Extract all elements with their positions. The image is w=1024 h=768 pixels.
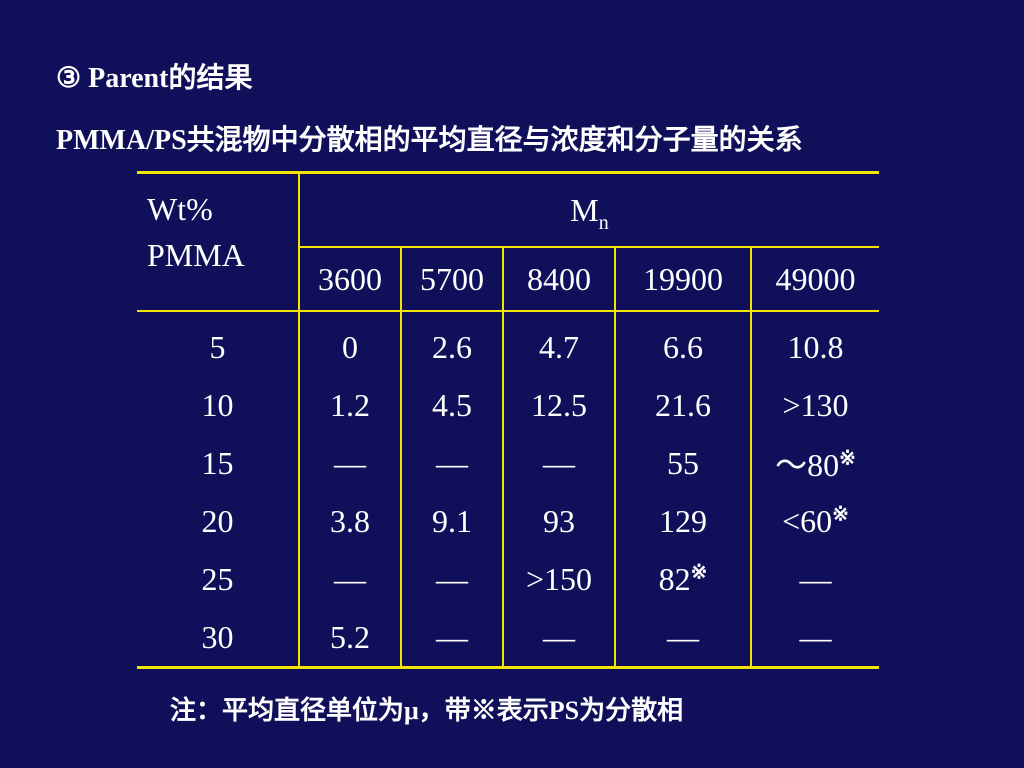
data-cell: 5.2 [299,608,402,669]
data-table: Wt% PMMA Mn 3600 5700 8400 19900 49000 5… [137,171,879,669]
data-cell: 93 [503,492,616,550]
slide-subtitle: PMMA/PS共混物中分散相的平均直径与浓度和分子量的关系 [56,125,803,156]
cell-value: 12.5 [531,386,587,423]
cell-value: 129 [659,502,707,539]
table-row: 30 5.2 — — — — [137,608,879,669]
cell-value: ～80 [775,447,840,483]
data-cell: — [401,608,504,669]
cell-value: 6.6 [663,328,703,365]
data-cell: — [401,550,504,608]
data-cell: — [503,434,616,492]
footnote: 注：平均直径单位为μ，带※表示PS为分散相 [170,696,684,725]
cell-value: 3.8 [330,502,370,539]
data-cell: 129 [615,492,752,550]
data-cell: >130 [751,376,879,434]
wt-cell: 25 [137,550,300,608]
column-header-row: 3600 5700 8400 19900 49000 [137,247,879,312]
column-header: 8400 [503,247,616,312]
cell-value: 21.6 [655,386,711,423]
wt-cell: 15 [137,434,300,492]
data-cell: 4.5 [401,376,504,434]
data-cell: >150 [503,550,616,608]
table-row: 25 — — >150 82※ — [137,550,879,608]
group-header-base: M [570,191,599,228]
table-row: 5 0 2.6 4.7 6.6 10.8 [137,311,879,376]
data-cell: 6.6 [615,311,752,376]
cell-value: — [799,618,832,655]
cell-value: — [334,560,366,597]
data-cell: — [751,608,879,669]
row-header-cell: Wt% PMMA [137,171,300,312]
wt-cell: 30 [137,608,300,669]
data-cell: — [299,434,402,492]
cell-value: 2.6 [432,328,472,365]
column-header: 19900 [615,247,752,312]
cell-value: — [436,560,468,597]
data-cell: 0 [299,311,402,376]
data-cell: — [751,550,879,608]
wt-cell: 20 [137,492,300,550]
data-cell: ～80※ [751,434,879,492]
table-row: 20 3.8 9.1 93 129 <60※ [137,492,879,550]
table-row: 10 1.2 4.5 12.5 21.6 >130 [137,376,879,434]
data-cell: 10.8 [751,311,879,376]
table-row: 15 — — — 55 ～80※ [137,434,879,492]
row-header-line1: Wt% [147,191,213,227]
group-header-sub: n [598,211,609,234]
data-cell: 21.6 [615,376,752,434]
cell-value: 10.8 [787,328,844,365]
slide-title: ③ Parent的结果 [56,63,253,94]
cell-value: — [799,560,832,597]
cell-value: — [334,444,366,481]
dispersed-phase-mark: ※ [832,502,849,525]
cell-value: 4.7 [539,328,579,365]
wt-cell: 5 [137,311,300,376]
data-cell: 4.7 [503,311,616,376]
cell-value: 4.5 [432,386,472,423]
wt-cell: 10 [137,376,300,434]
cell-value: 0 [342,328,358,365]
table-body: 5 0 2.6 4.7 6.6 10.8 10 1.2 4.5 12.5 21.6 >130 15 — — —… [137,311,879,669]
data-cell: — [299,550,402,608]
dispersed-phase-mark: ※ [690,560,708,583]
cell-value: — [543,444,575,481]
cell-value: 55 [667,444,699,481]
cell-value: >130 [782,386,849,423]
cell-value: 1.2 [330,386,370,423]
cell-value: — [543,618,575,655]
dispersed-phase-mark: ※ [839,447,856,470]
data-cell: — [401,434,504,492]
data-cell: 55 [615,434,752,492]
cell-value: >150 [525,560,593,597]
cell-value: 93 [543,502,575,539]
column-header: 3600 [299,247,402,312]
cell-value: <60 [782,502,833,539]
data-cell: 12.5 [503,376,616,434]
column-header: 49000 [751,247,879,312]
data-cell: 82※ [615,550,752,608]
data-cell: 9.1 [401,492,504,550]
data-cell: 3.8 [299,492,402,550]
cell-value: 82 [658,560,691,597]
group-header-mn: Mn [299,171,879,248]
column-header: 5700 [401,247,504,312]
data-cell: 1.2 [299,376,402,434]
row-header-line2: PMMA [147,237,245,273]
data-cell: <60※ [751,492,879,550]
cell-value: — [667,618,699,655]
cell-value: 5.2 [330,618,370,655]
cell-value: — [436,444,468,481]
cell-value: 9.1 [432,502,472,539]
data-cell: — [503,608,616,669]
data-cell: — [615,608,752,669]
cell-value: — [436,618,468,655]
data-cell: 2.6 [401,311,504,376]
